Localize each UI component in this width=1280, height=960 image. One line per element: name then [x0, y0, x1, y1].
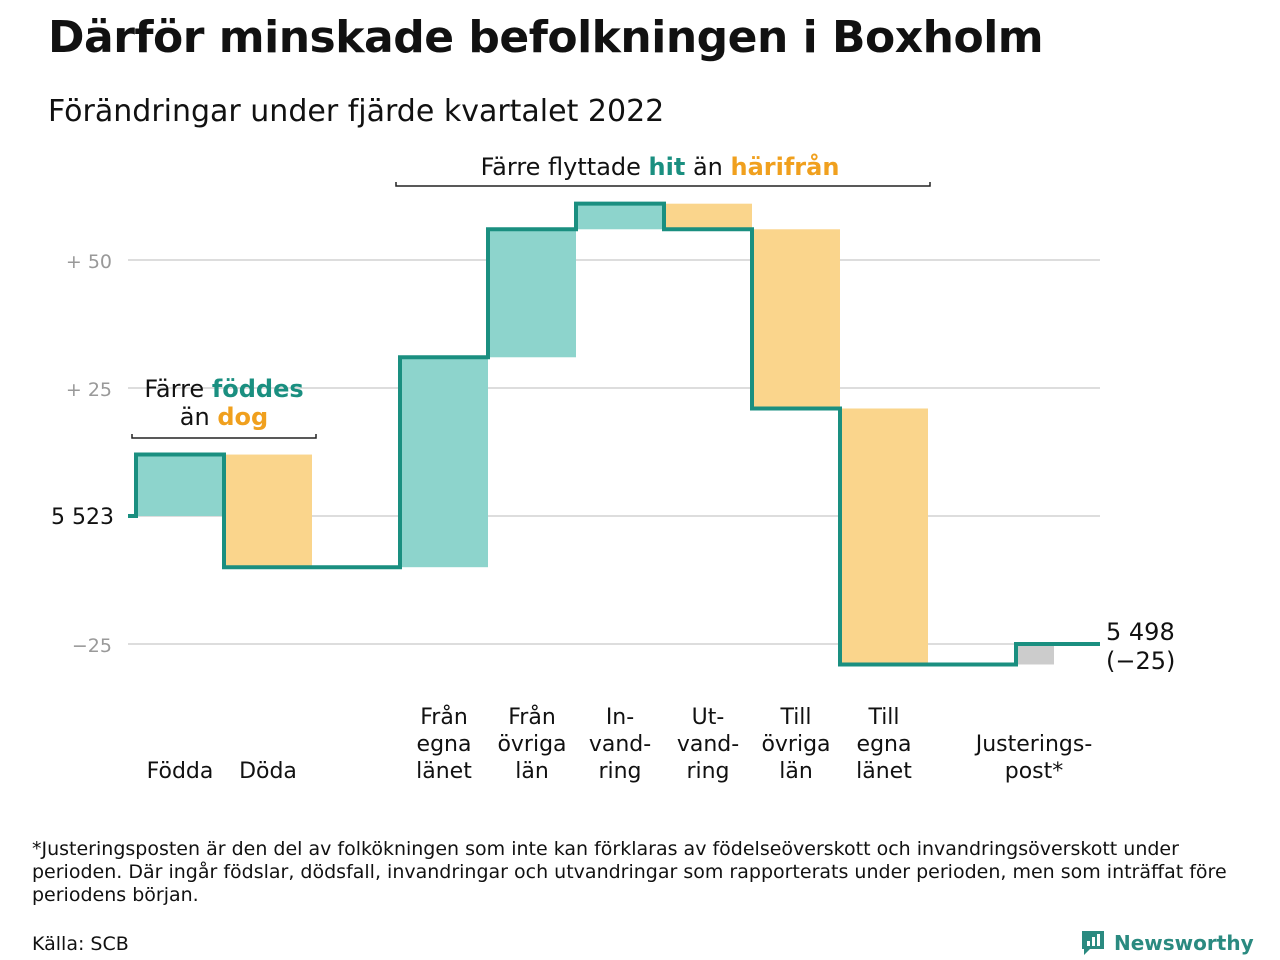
- category-label: Ut-vand-ring: [677, 705, 739, 784]
- source-label: Källa: SCB: [32, 933, 129, 955]
- category-label: Till egna länet: [856, 705, 912, 784]
- y-tick-label: + 50: [66, 251, 112, 273]
- bar-out: [840, 408, 928, 665]
- bar-in: [488, 229, 576, 358]
- bar-in: [576, 203, 664, 230]
- category-label: Från egna länet: [416, 704, 472, 784]
- footnote: *Justeringsposten är den del av folkökni…: [32, 838, 1227, 906]
- bar-in: [400, 357, 488, 568]
- newsworthy-logo-icon: [1082, 931, 1104, 955]
- annotation-births-bracket: [131, 434, 317, 439]
- start-value-label: 5 523: [51, 505, 114, 530]
- category-label: Justerings-post*: [974, 732, 1093, 784]
- brand-logo: Newsworthy: [1080, 928, 1254, 958]
- category-label: Från övriga län: [497, 704, 566, 784]
- y-tick-label: + 25: [66, 379, 112, 401]
- brand-name: Newsworthy: [1114, 931, 1254, 955]
- bar-out: [752, 229, 840, 409]
- waterfall-chart: + 50 + 25 5 523 −25 Födda Döda Från egna länet Fr…: [51, 152, 1175, 784]
- annotation-births-line2: än dog: [180, 403, 268, 431]
- chart-title: Därför minskade befolkningen i Boxholm: [48, 12, 1044, 63]
- y-tick-label: −25: [72, 635, 112, 657]
- end-change-label: (−25): [1106, 647, 1175, 675]
- chart-subtitle: Förändringar under fjärde kvartalet 2022: [48, 94, 665, 129]
- bar-adjust: [1016, 644, 1054, 665]
- annotation-migration: Färre flyttade hit än härifrån: [481, 152, 840, 181]
- category-label: Födda: [147, 759, 214, 784]
- annotation-births-line1: Färre föddes: [144, 375, 303, 403]
- bar-in: [136, 454, 224, 516]
- bar-out: [664, 203, 752, 230]
- category-label: Döda: [239, 759, 297, 784]
- end-value-label: 5 498: [1106, 618, 1175, 646]
- category-label: In-vand-ring: [589, 705, 651, 784]
- annotation-migration-bracket: [395, 182, 931, 187]
- category-label: Till övriga län: [761, 705, 830, 784]
- running-total-line: [128, 201, 1100, 667]
- bar-out: [224, 454, 312, 568]
